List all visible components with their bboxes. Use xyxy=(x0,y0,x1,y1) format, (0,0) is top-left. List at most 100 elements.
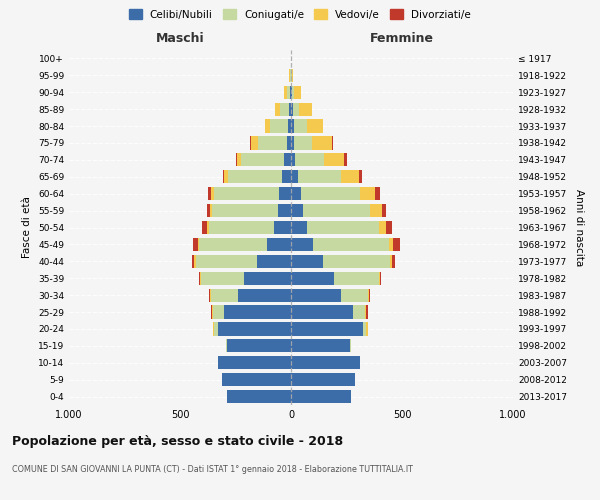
Bar xyxy=(367,306,368,318)
Legend: Celibi/Nubili, Coniugati/e, Vedovi/e, Divorziati/e: Celibi/Nubili, Coniugati/e, Vedovi/e, Di… xyxy=(125,5,475,24)
Bar xyxy=(312,136,332,149)
Bar xyxy=(193,238,198,251)
Bar xyxy=(257,254,291,268)
Y-axis label: Anni di nascita: Anni di nascita xyxy=(574,189,584,266)
Bar xyxy=(359,170,362,183)
Bar xyxy=(291,272,334,285)
Bar xyxy=(284,86,287,99)
Bar xyxy=(223,170,224,183)
Bar xyxy=(291,102,293,116)
Bar xyxy=(250,136,251,149)
Bar xyxy=(291,373,355,386)
Bar xyxy=(206,204,210,217)
Bar xyxy=(291,86,292,99)
Bar xyxy=(211,288,238,302)
Bar xyxy=(200,272,201,285)
Bar xyxy=(238,288,291,302)
Bar xyxy=(303,204,370,217)
Bar xyxy=(208,187,211,200)
Bar xyxy=(280,102,289,116)
Bar xyxy=(235,154,236,166)
Bar xyxy=(241,154,284,166)
Bar xyxy=(379,221,386,234)
Bar xyxy=(244,272,291,285)
Bar xyxy=(236,154,241,166)
Bar xyxy=(307,221,379,234)
Bar xyxy=(390,254,392,268)
Bar xyxy=(209,221,274,234)
Bar xyxy=(291,254,323,268)
Bar xyxy=(282,170,291,183)
Bar xyxy=(313,238,389,251)
Bar xyxy=(293,102,299,116)
Bar xyxy=(198,238,199,251)
Bar xyxy=(307,120,323,132)
Bar xyxy=(360,187,376,200)
Bar xyxy=(196,254,257,268)
Bar xyxy=(287,120,291,132)
Bar xyxy=(210,288,211,302)
Bar xyxy=(291,187,301,200)
Bar xyxy=(368,288,369,302)
Bar xyxy=(295,86,301,99)
Bar xyxy=(211,306,212,318)
Bar xyxy=(206,221,209,234)
Text: Femmine: Femmine xyxy=(370,32,434,45)
Bar xyxy=(192,254,194,268)
Bar xyxy=(209,288,210,302)
Bar xyxy=(341,288,368,302)
Bar xyxy=(218,322,291,336)
Bar xyxy=(279,187,291,200)
Bar xyxy=(284,154,291,166)
Bar xyxy=(214,187,279,200)
Bar xyxy=(199,238,266,251)
Bar xyxy=(291,204,303,217)
Bar xyxy=(278,204,291,217)
Bar xyxy=(291,154,295,166)
Bar xyxy=(292,69,293,82)
Bar xyxy=(291,390,351,403)
Bar xyxy=(224,306,291,318)
Bar xyxy=(365,306,367,318)
Bar xyxy=(380,272,381,285)
Bar xyxy=(367,322,368,336)
Bar xyxy=(291,170,298,183)
Bar xyxy=(291,339,350,352)
Bar xyxy=(251,136,258,149)
Bar xyxy=(376,187,380,200)
Bar xyxy=(266,238,291,251)
Bar xyxy=(291,356,360,370)
Bar xyxy=(350,339,351,352)
Bar xyxy=(298,170,341,183)
Bar xyxy=(370,204,382,217)
Bar xyxy=(228,170,282,183)
Bar xyxy=(275,102,280,116)
Bar xyxy=(202,221,206,234)
Bar xyxy=(226,339,227,352)
Bar xyxy=(274,221,291,234)
Bar xyxy=(224,170,228,183)
Bar xyxy=(287,136,291,149)
Bar xyxy=(393,238,400,251)
Bar xyxy=(287,86,290,99)
Bar xyxy=(332,136,333,149)
Bar xyxy=(344,154,347,166)
Bar xyxy=(214,306,224,318)
Bar xyxy=(201,272,244,285)
Bar xyxy=(212,204,278,217)
Bar xyxy=(227,390,291,403)
Bar xyxy=(325,154,344,166)
Bar xyxy=(291,288,341,302)
Bar xyxy=(214,322,218,336)
Bar xyxy=(227,339,291,352)
Bar xyxy=(353,306,365,318)
Bar xyxy=(258,136,287,149)
Bar xyxy=(194,254,196,268)
Bar xyxy=(301,187,360,200)
Bar xyxy=(291,238,313,251)
Bar xyxy=(368,288,370,302)
Bar xyxy=(291,322,363,336)
Bar xyxy=(291,221,307,234)
Bar xyxy=(341,170,359,183)
Bar xyxy=(379,272,380,285)
